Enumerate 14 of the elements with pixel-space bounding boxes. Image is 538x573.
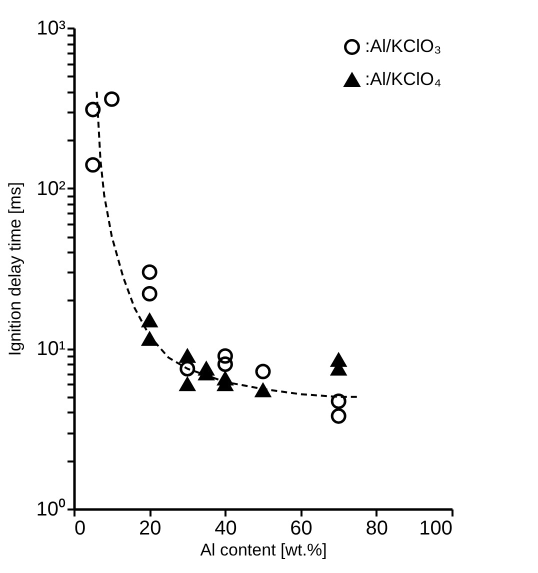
y-tick-label: 10³	[36, 18, 66, 40]
y-tick-label: 10⁰	[36, 498, 66, 520]
x-tick-label: 20	[138, 518, 162, 540]
x-tick-label: 80	[366, 518, 388, 540]
y-tick-label: 10²	[36, 178, 66, 200]
x-tick-label: 100	[419, 518, 452, 540]
x-axis-title: Al content [wt.%]	[200, 540, 327, 560]
y-axis-title: Ignition delay time [ms]	[5, 182, 24, 356]
x-tick-label: 60	[290, 518, 312, 540]
x-tick-label: 40	[214, 518, 237, 540]
legend-label: :Al/KClO₃	[365, 36, 442, 56]
legend-label: :Al/KClO₄	[365, 69, 442, 89]
y-tick-label: 10¹	[36, 338, 66, 360]
x-tick-label: 0	[74, 518, 86, 540]
